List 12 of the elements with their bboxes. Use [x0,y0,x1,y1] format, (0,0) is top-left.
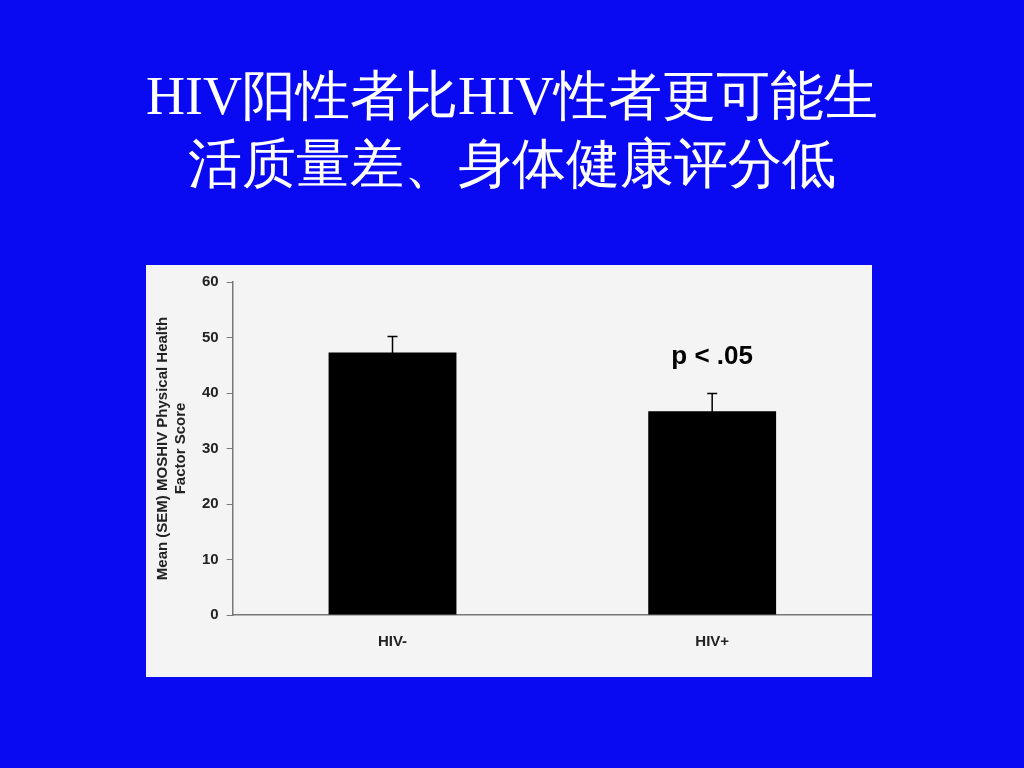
y-tick-label: 30 [202,438,219,456]
y-tick-label: 0 [210,605,219,623]
y-tick-label: 20 [202,494,219,512]
chart-title: HIV阳性者比HIV性者更可能生活质量差、身体健康评分低 [145,65,879,196]
x-tick-label: HIV- [377,632,408,650]
y-tick-label: 50 [202,327,219,345]
y-axis-title: Mean (SEM) MOSHIV Physical Health Factor Score [153,316,189,581]
y-tick-label: 60 [202,272,219,290]
y-tick-label: 10 [202,549,219,567]
annotation: p < .05 [671,340,753,371]
y-tick-label: 40 [202,383,219,401]
x-tick-label: HIV+ [695,632,730,650]
